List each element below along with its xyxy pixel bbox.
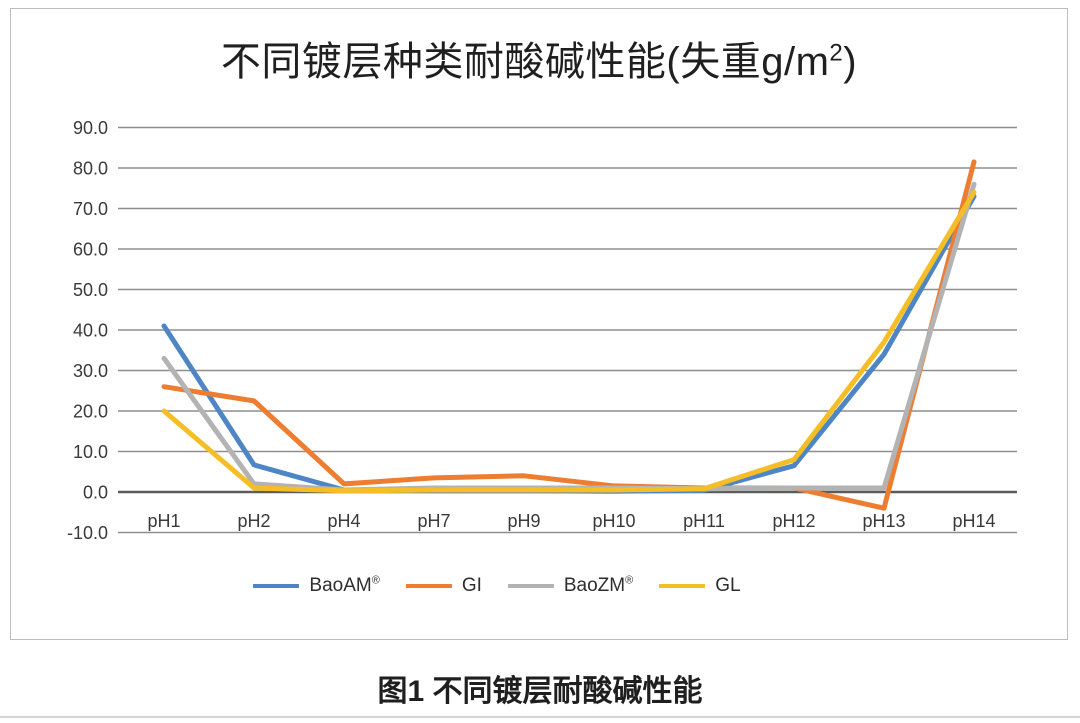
series-line-BaoZM [161, 181, 977, 493]
x-tick-label: pH1 [147, 511, 180, 531]
y-tick-label: 30.0 [73, 361, 108, 381]
chart-title-close-paren: ) [843, 40, 858, 84]
legend-item-BaoAM: BaoAM® [253, 574, 380, 597]
y-tick-label: 0.0 [83, 483, 108, 503]
chart-panel: 不同镀层种类耐酸碱性能(失重g/m2) 90.0 80.0 70.0 60.0 50.0… [10, 8, 1068, 640]
line-chart-plot-area: 90.0 80.0 70.0 60.0 50.0 40.0 30.0 20.0 10.0 0.0 -… [67, 118, 1017, 543]
y-tick-label: 60.0 [73, 240, 108, 260]
x-tick-label: pH13 [862, 511, 905, 531]
x-tick-label: pH11 [683, 511, 725, 531]
legend-item-GI: GI [405, 575, 482, 597]
x-tick-label: pH4 [327, 511, 360, 531]
legend-swatch-BaoAM [253, 584, 300, 588]
legend-swatch-GI [405, 584, 452, 588]
y-tick-label: 10.0 [73, 442, 108, 462]
chart-legend: BaoAM® GI BaoZM® GL [0, 575, 1025, 597]
chart-title-superscript: 2 [829, 39, 844, 67]
x-tick-label: pH2 [237, 511, 270, 531]
y-tick-label: -10.0 [67, 523, 108, 543]
y-tick-label: 70.0 [73, 199, 108, 219]
y-tick-label: 20.0 [73, 402, 108, 422]
figure-caption: 图1 不同镀层耐酸碱性能 [377, 675, 703, 708]
bottom-divider [0, 716, 1080, 718]
x-tick-label: pH14 [952, 511, 995, 531]
series-line-BaoAM [161, 193, 977, 494]
x-tick-label: pH10 [592, 511, 635, 531]
legend-label-superscript: ® [371, 574, 380, 587]
chart-title: 不同镀层种类耐酸碱性能(失重g/m2) [11, 29, 1067, 87]
x-tick-label: pH9 [507, 511, 540, 531]
x-tick-label: pH12 [772, 511, 815, 531]
legend-swatch-BaoZM [507, 584, 554, 588]
series-line-GL [161, 189, 977, 494]
legend-label-BaoAM: BaoAM® [309, 574, 380, 596]
chart-title-text: 不同镀层种类耐酸碱性能(失重g/m [220, 40, 830, 84]
y-tick-label: 80.0 [73, 159, 108, 179]
legend-item-BaoZM: BaoZM® [507, 574, 634, 597]
x-tick-label: pH7 [417, 511, 450, 531]
y-tick-label: 50.0 [73, 280, 108, 300]
y-tick-label: 90.0 [73, 118, 108, 138]
legend-label-superscript: ® [625, 574, 634, 587]
legend-swatch-GL [659, 584, 706, 588]
legend-label-GI: GI [461, 575, 482, 596]
legend-label-BaoZM: BaoZM® [563, 574, 634, 596]
legend-label-GL: GL [715, 575, 741, 596]
y-tick-label: 40.0 [73, 321, 108, 341]
legend-item-GL: GL [659, 575, 741, 597]
series-line-GI [161, 159, 977, 511]
